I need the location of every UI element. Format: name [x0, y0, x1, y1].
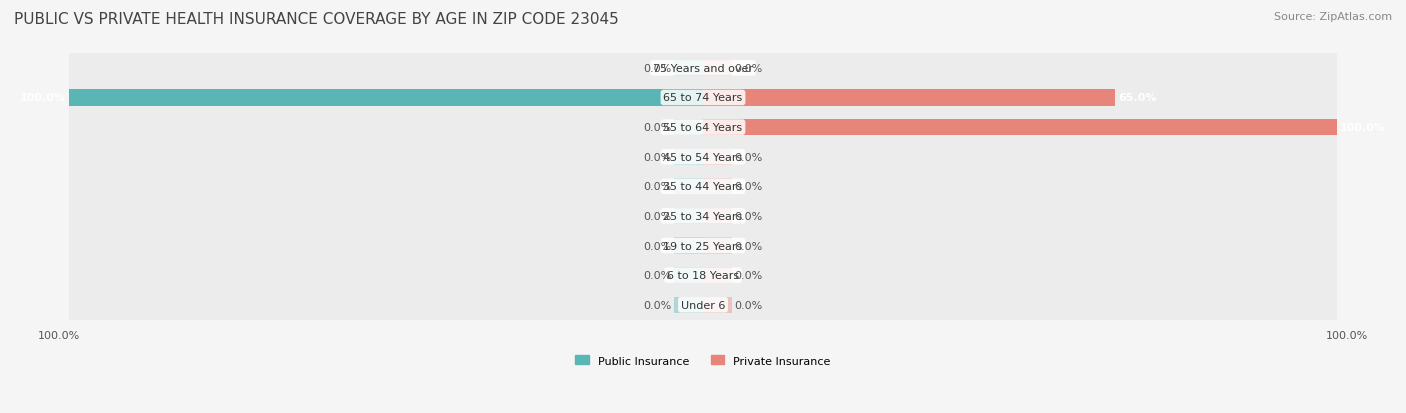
Bar [703, 297, 731, 313]
Text: 0.0%: 0.0% [643, 211, 671, 221]
Text: 0.0%: 0.0% [643, 64, 671, 74]
Bar [703, 208, 731, 225]
Text: 55 to 64 Years: 55 to 64 Years [664, 123, 742, 133]
Bar [675, 238, 703, 254]
Bar [703, 149, 731, 166]
Bar [675, 179, 703, 195]
Bar [703, 90, 1115, 106]
Text: 25 to 34 Years: 25 to 34 Years [664, 211, 742, 221]
Text: 0.0%: 0.0% [643, 300, 671, 310]
Text: 35 to 44 Years: 35 to 44 Years [664, 182, 742, 192]
Text: Source: ZipAtlas.com: Source: ZipAtlas.com [1274, 12, 1392, 22]
Bar [69, 113, 1337, 142]
Text: PUBLIC VS PRIVATE HEALTH INSURANCE COVERAGE BY AGE IN ZIP CODE 23045: PUBLIC VS PRIVATE HEALTH INSURANCE COVER… [14, 12, 619, 27]
Text: 6 to 18 Years: 6 to 18 Years [666, 271, 740, 280]
Bar [69, 54, 1337, 83]
Bar [69, 202, 1337, 231]
Text: 75 Years and over: 75 Years and over [652, 64, 754, 74]
Bar [675, 297, 703, 313]
Text: 0.0%: 0.0% [735, 64, 763, 74]
Text: 0.0%: 0.0% [643, 182, 671, 192]
Bar [703, 120, 1337, 136]
Bar [675, 149, 703, 166]
Text: 100.0%: 100.0% [1326, 330, 1368, 340]
Text: 100.0%: 100.0% [1340, 123, 1386, 133]
Text: 45 to 54 Years: 45 to 54 Years [664, 152, 742, 162]
Bar [69, 142, 1337, 172]
Text: 0.0%: 0.0% [643, 152, 671, 162]
Bar [675, 208, 703, 225]
Text: 19 to 25 Years: 19 to 25 Years [664, 241, 742, 251]
Text: 0.0%: 0.0% [643, 271, 671, 280]
Bar [703, 238, 731, 254]
Text: 0.0%: 0.0% [735, 271, 763, 280]
Bar [69, 290, 1337, 320]
Bar [703, 179, 731, 195]
Text: 0.0%: 0.0% [735, 182, 763, 192]
Bar [703, 267, 731, 284]
Bar [69, 231, 1337, 261]
Bar [675, 267, 703, 284]
Text: 100.0%: 100.0% [38, 330, 80, 340]
Text: 0.0%: 0.0% [643, 241, 671, 251]
Bar [69, 90, 703, 106]
Bar [69, 83, 1337, 113]
Text: 100.0%: 100.0% [20, 93, 66, 103]
Text: 0.0%: 0.0% [643, 123, 671, 133]
Legend: Public Insurance, Private Insurance: Public Insurance, Private Insurance [571, 351, 835, 370]
Text: 0.0%: 0.0% [735, 152, 763, 162]
Bar [69, 261, 1337, 290]
Text: Under 6: Under 6 [681, 300, 725, 310]
Text: 65.0%: 65.0% [1118, 93, 1157, 103]
Text: 65 to 74 Years: 65 to 74 Years [664, 93, 742, 103]
Bar [675, 61, 703, 77]
Bar [69, 172, 1337, 202]
Bar [703, 61, 731, 77]
Text: 0.0%: 0.0% [735, 241, 763, 251]
Bar [675, 120, 703, 136]
Text: 0.0%: 0.0% [735, 211, 763, 221]
Text: 0.0%: 0.0% [735, 300, 763, 310]
